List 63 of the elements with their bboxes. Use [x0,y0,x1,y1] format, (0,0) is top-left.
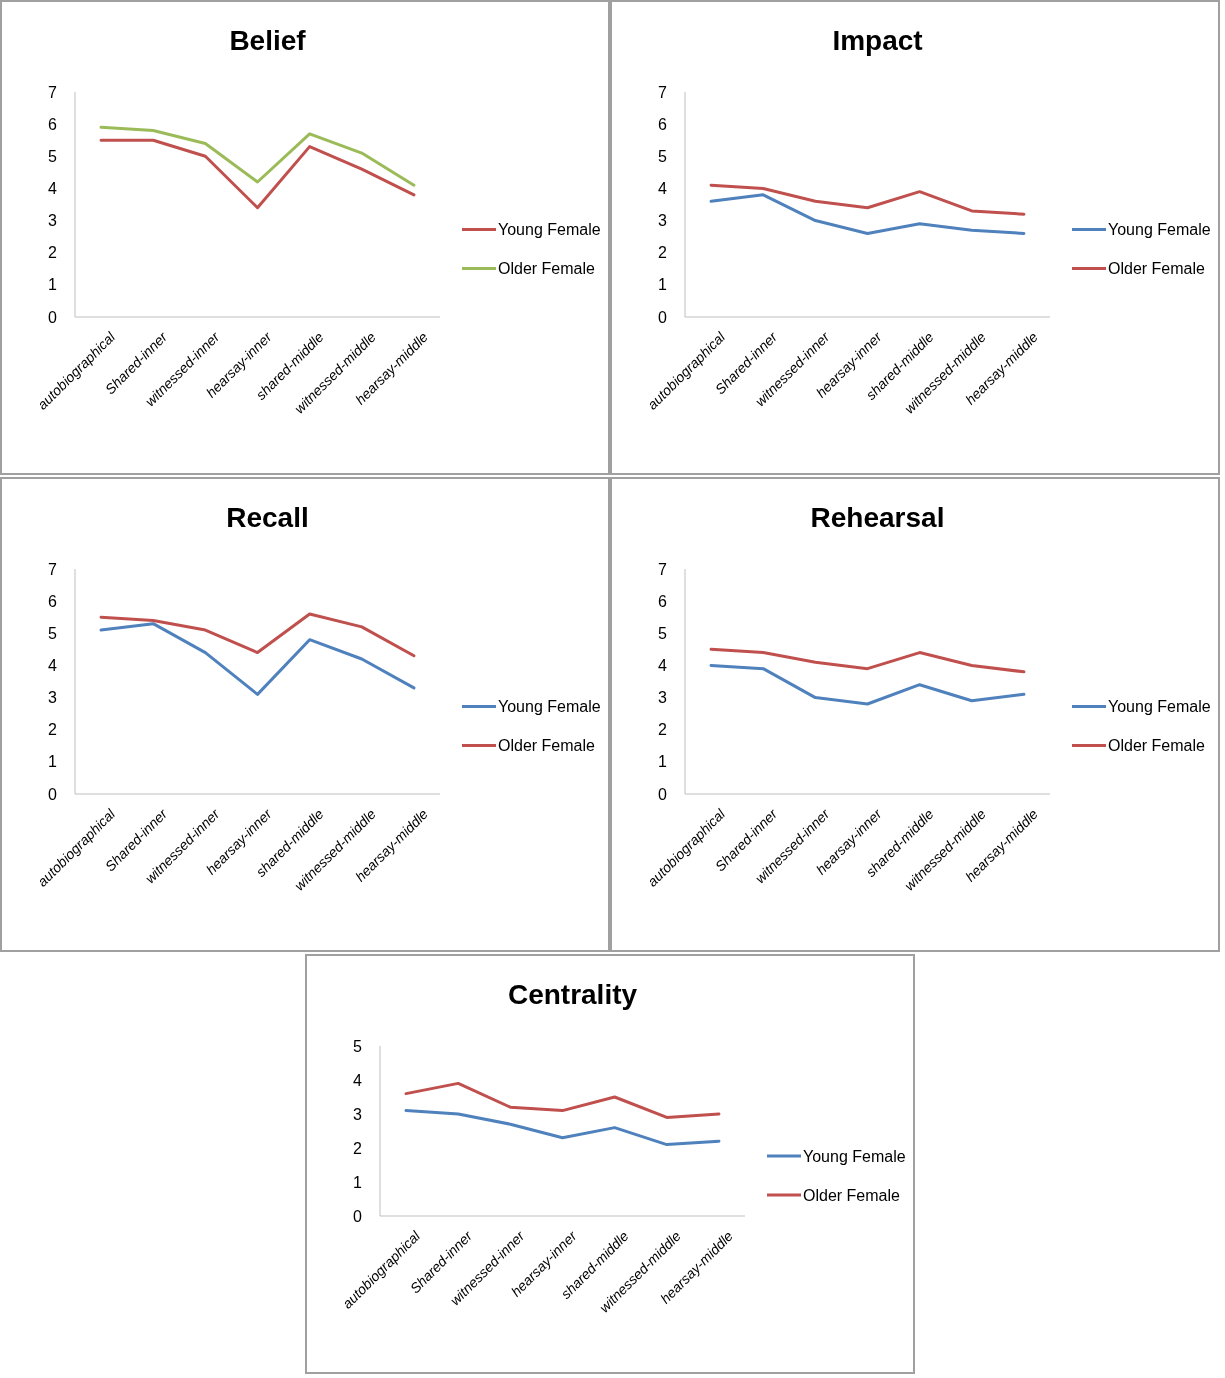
line-series [99,612,416,658]
chart-title: Rehearsal [810,502,945,533]
y-tick-label: 5 [48,147,58,165]
y-tick-label: 6 [658,592,668,610]
line-series [709,647,1026,674]
y-tick-label: 4 [658,180,668,198]
chart-title: Recall [226,502,309,533]
legend-label: Young Female [1108,698,1211,716]
line-series [99,125,416,187]
line-series [404,1109,721,1147]
y-tick-label: 1 [658,276,668,294]
legend-label: Older Female [498,737,596,755]
legend-label: Young Female [498,221,601,239]
chart-title: Impact [832,25,923,56]
y-tick-label: 3 [658,212,668,230]
y-tick-label: 7 [658,560,668,578]
legend-label: Older Female [803,1186,901,1204]
y-tick-label: 2 [658,721,668,739]
y-tick-label: 4 [658,657,668,675]
y-tick-label: 6 [48,115,58,133]
y-tick-label: 4 [48,657,58,675]
y-tick-label: 1 [353,1173,363,1191]
y-tick-label: 7 [48,560,58,578]
y-tick-label: 0 [48,308,58,326]
y-tick-label: 6 [658,115,668,133]
y-tick-label: 5 [48,624,58,642]
line-series [404,1081,721,1119]
line-series [709,193,1026,235]
line-series [99,622,416,696]
y-tick-label: 3 [658,689,668,707]
y-tick-label: 3 [48,689,58,707]
legend-label: Older Female [1108,260,1206,278]
y-tick-label: 2 [353,1139,363,1157]
y-tick-label: 0 [658,308,668,326]
y-tick-label: 3 [48,212,58,230]
y-tick-label: 2 [48,721,58,739]
y-tick-label: 6 [48,592,58,610]
y-tick-label: 5 [353,1037,363,1055]
y-tick-label: 7 [48,83,58,101]
line-series [709,663,1026,706]
y-tick-label: 1 [48,276,58,294]
line-series [99,138,416,210]
legend-label: Older Female [498,260,596,278]
line-series [709,183,1026,216]
y-tick-label: 1 [658,753,668,771]
y-tick-label: 4 [353,1071,363,1089]
legend-label: Young Female [1108,221,1211,239]
y-tick-label: 0 [48,785,58,803]
y-tick-label: 5 [658,624,668,642]
y-tick-label: 5 [658,147,668,165]
y-tick-label: 1 [48,753,58,771]
y-tick-label: 0 [658,785,668,803]
chart-title: Centrality [507,979,638,1010]
y-tick-label: 7 [658,83,668,101]
legend-label: Older Female [1108,737,1206,755]
chart-title: Belief [229,25,307,56]
legend-label: Young Female [498,698,601,716]
y-tick-label: 3 [353,1105,363,1123]
y-tick-label: 2 [658,244,668,262]
legend-label: Young Female [803,1147,906,1165]
y-tick-label: 2 [48,244,58,262]
y-tick-label: 0 [353,1207,363,1225]
y-tick-label: 4 [48,180,58,198]
